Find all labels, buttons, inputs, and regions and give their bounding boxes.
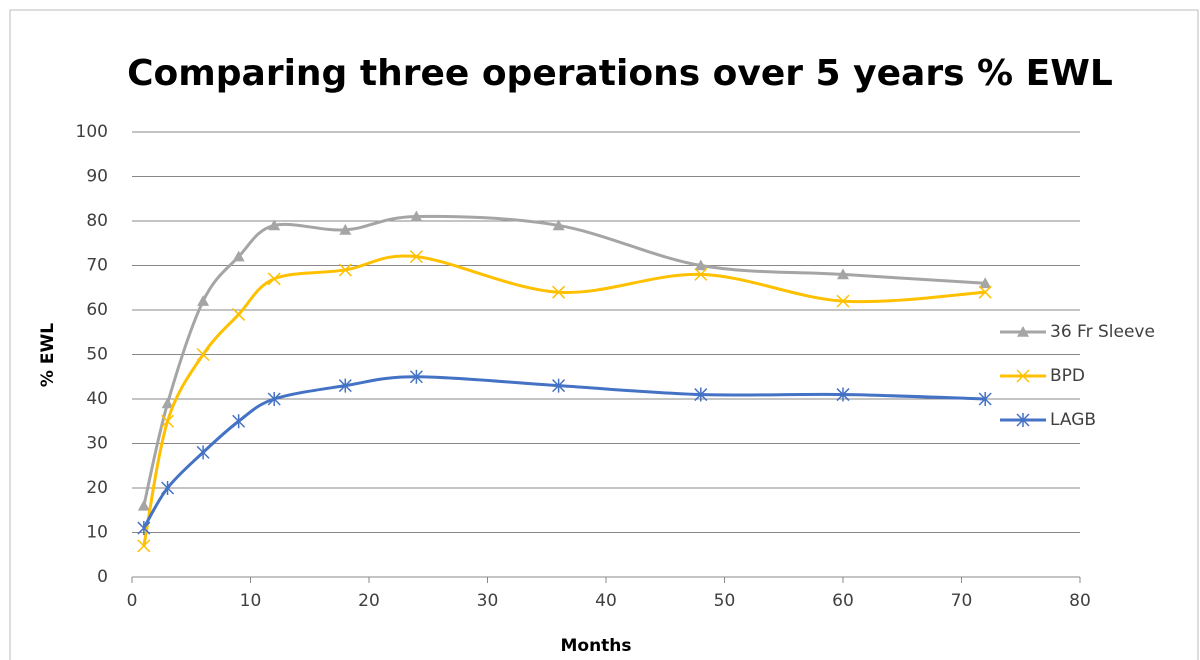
marker [552,219,565,231]
marker [137,499,150,511]
marker [694,387,708,402]
y-tick-label: 60 [86,300,108,320]
marker [161,414,175,428]
marker [268,219,281,231]
legend-label: 36 Fr Sleeve [1050,322,1155,342]
marker [161,481,175,495]
legend-marker [1016,413,1030,427]
y-tick-label: 80 [86,211,108,231]
x-tick-label: 30 [477,591,499,611]
marker [409,369,423,384]
x-tick-label: 20 [358,591,380,611]
marker [409,250,423,264]
x-tick-label: 0 [127,591,138,611]
marker [232,414,246,429]
y-tick-label: 90 [86,167,108,187]
marker [197,295,210,306]
legend-marker [1016,369,1030,383]
chart-title: Comparing three operations over 5 years … [127,53,1113,94]
y-tick-label: 50 [86,345,108,365]
series-line [142,254,986,547]
y-tick-label: 30 [86,434,108,454]
marker [410,210,423,222]
y-tick-label: 0 [97,567,108,587]
marker [694,259,707,271]
legend-marker [1017,326,1029,337]
x-tick-label: 70 [951,591,973,611]
marker [267,392,281,406]
x-tick-label: 10 [240,591,262,611]
marker [161,397,174,409]
y-tick-label: 70 [86,256,108,276]
marker [979,277,992,289]
y-tick-label: 40 [86,389,108,409]
x-tick-label: 40 [595,591,617,611]
marker [552,285,566,299]
marker [137,521,151,536]
marker [196,347,210,362]
marker [196,445,210,460]
marker [137,539,151,553]
y-tick-label: 20 [86,478,108,498]
marker [978,392,992,406]
marker [836,294,850,308]
legend-label: BPD [1050,366,1085,386]
marker [232,250,245,262]
series-line [142,214,986,507]
y-axis-label: % EWL [38,323,58,387]
marker [267,272,281,286]
marker [338,378,352,393]
marker [836,387,850,402]
marker [232,307,246,321]
y-tick-label: 10 [86,523,108,543]
marker [694,267,708,281]
marker [552,378,566,393]
legend-label: LAGB [1050,410,1096,430]
marker [837,268,849,280]
chart-border [9,9,1199,660]
x-tick-label: 50 [714,591,736,611]
x-tick-label: 80 [1069,591,1091,611]
marker [338,263,352,277]
marker [339,223,352,235]
marker [978,285,992,299]
y-tick-label: 100 [76,122,108,142]
x-tick-label: 60 [832,591,854,611]
x-axis-label: Months [560,636,631,656]
